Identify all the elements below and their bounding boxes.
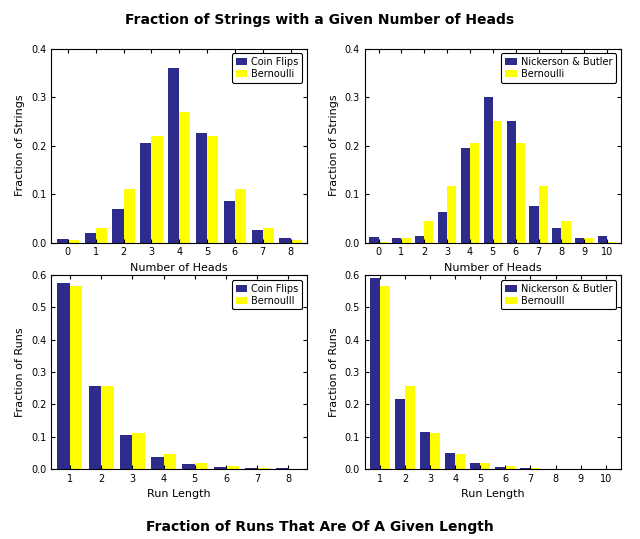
Bar <box>445 453 455 469</box>
Bar <box>493 121 502 243</box>
Bar <box>552 228 561 243</box>
X-axis label: Run Length: Run Length <box>147 489 211 499</box>
Legend: Nickerson & Butler, Bernoulli: Nickerson & Butler, Bernoulli <box>501 53 616 83</box>
Y-axis label: Fraction of Runs: Fraction of Runs <box>329 327 339 417</box>
Bar <box>470 463 480 469</box>
Bar <box>58 283 70 469</box>
Bar <box>291 240 301 243</box>
Bar <box>370 278 380 469</box>
Bar <box>89 386 101 469</box>
Legend: Coin Flips, Bernoulli: Coin Flips, Bernoulli <box>232 53 302 83</box>
Bar <box>68 240 79 243</box>
Bar <box>392 238 401 243</box>
Text: Fraction of Runs That Are Of A Given Length: Fraction of Runs That Are Of A Given Len… <box>146 520 494 534</box>
Bar <box>152 136 163 243</box>
Text: Fraction of Strings with a Given Number of Heads: Fraction of Strings with a Given Number … <box>125 13 515 27</box>
Y-axis label: Fraction of Runs: Fraction of Runs <box>15 327 26 417</box>
Bar <box>235 189 246 243</box>
Bar <box>57 239 68 243</box>
Bar <box>415 236 424 243</box>
Bar <box>120 435 132 469</box>
Bar <box>214 467 226 469</box>
Bar <box>598 236 607 243</box>
Bar <box>455 454 465 469</box>
Bar <box>495 467 506 469</box>
Bar <box>207 136 218 243</box>
Bar <box>280 238 291 243</box>
Bar <box>461 148 470 243</box>
Bar <box>124 189 134 243</box>
Bar <box>575 238 584 243</box>
Bar <box>132 433 145 469</box>
Bar <box>529 206 538 243</box>
X-axis label: Run Length: Run Length <box>461 489 525 499</box>
Bar <box>252 230 262 243</box>
Bar <box>140 143 152 243</box>
Bar <box>224 201 235 243</box>
Bar <box>113 209 124 243</box>
X-axis label: Number of Heads: Number of Heads <box>444 263 541 273</box>
Bar <box>244 468 257 469</box>
Y-axis label: Fraction of Strings: Fraction of Strings <box>329 95 339 196</box>
Bar <box>561 221 570 243</box>
Bar <box>447 186 456 243</box>
Bar <box>257 468 269 469</box>
Bar <box>395 399 405 469</box>
Bar <box>369 237 378 243</box>
Bar <box>226 466 239 469</box>
Bar <box>531 468 541 469</box>
Y-axis label: Fraction of Strings: Fraction of Strings <box>15 95 26 196</box>
Bar <box>420 432 430 469</box>
Bar <box>196 133 207 243</box>
Bar <box>520 468 531 469</box>
Bar <box>516 143 525 243</box>
Bar <box>484 97 493 243</box>
Bar <box>506 466 515 469</box>
Bar <box>262 228 274 243</box>
Legend: Coin Flips, BernoulII: Coin Flips, BernoulII <box>232 280 302 309</box>
Bar <box>164 454 176 469</box>
Bar <box>424 221 433 243</box>
Bar <box>380 286 390 469</box>
Bar <box>179 112 190 243</box>
Bar <box>430 433 440 469</box>
Bar <box>506 121 516 243</box>
Bar <box>276 468 289 469</box>
Bar <box>101 386 114 469</box>
Bar <box>168 68 179 243</box>
Bar <box>195 463 207 469</box>
Bar <box>96 228 107 243</box>
Bar <box>438 212 447 243</box>
Bar <box>538 186 548 243</box>
Bar <box>70 286 83 469</box>
Bar <box>470 143 479 243</box>
Bar <box>84 233 96 243</box>
Bar <box>480 463 490 469</box>
Bar <box>405 386 415 469</box>
Bar <box>151 457 164 469</box>
X-axis label: Number of Heads: Number of Heads <box>131 263 228 273</box>
Legend: Nickerson & Butler, BernoulII: Nickerson & Butler, BernoulII <box>501 280 616 309</box>
Bar <box>182 464 195 469</box>
Bar <box>584 238 593 243</box>
Bar <box>401 238 410 243</box>
